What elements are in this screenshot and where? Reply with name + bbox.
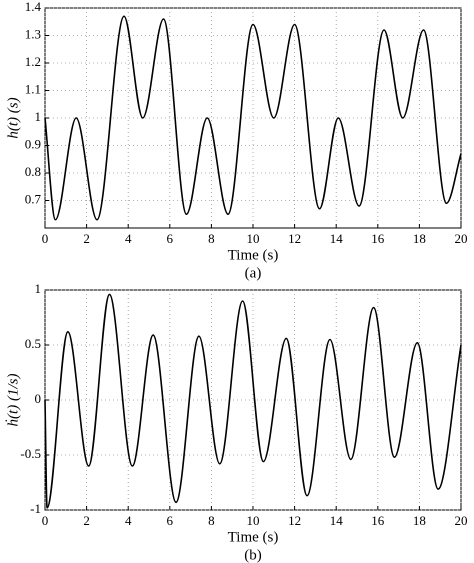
- y-tick-label: -0.5: [20, 446, 41, 461]
- x-tick-label: 4: [125, 231, 132, 246]
- y-tick-label: 1: [35, 281, 42, 296]
- y-tick-label: 1: [35, 109, 42, 124]
- x-tick-label: 20: [455, 231, 468, 246]
- x-tick-label: 18: [413, 513, 426, 528]
- data-line: [44, 293, 462, 509]
- x-tick-label: 10: [247, 231, 260, 246]
- x-axis-label: Time (s): [228, 529, 279, 545]
- x-tick-label: 20: [455, 513, 468, 528]
- x-tick-label: 0: [42, 231, 49, 246]
- x-tick-label: 16: [371, 513, 385, 528]
- caption: (b): [244, 547, 262, 563]
- x-tick-label: 8: [208, 513, 215, 528]
- x-tick-label: 2: [83, 231, 90, 246]
- x-tick-label: 8: [208, 231, 215, 246]
- y-tick-label: 0.7: [25, 191, 42, 206]
- y-tick-label: 1.2: [25, 54, 41, 69]
- x-tick-label: 14: [330, 231, 344, 246]
- y-tick-label: 0.5: [25, 336, 41, 351]
- x-tick-label: 14: [330, 513, 344, 528]
- y-tick-label: 0: [35, 391, 42, 406]
- caption: (a): [245, 265, 262, 281]
- x-tick-label: 10: [247, 513, 260, 528]
- y-tick-label: 0.8: [25, 164, 41, 179]
- y-axis-label: h(t) (s): [5, 97, 21, 138]
- y-tick-label: 1.3: [25, 26, 41, 41]
- x-tick-label: 6: [167, 231, 174, 246]
- x-tick-label: 12: [288, 513, 301, 528]
- x-tick-label: 18: [413, 231, 426, 246]
- x-tick-label: 4: [125, 513, 132, 528]
- data-line: [44, 15, 462, 221]
- x-tick-label: 6: [167, 513, 174, 528]
- y-tick-label: 1.4: [25, 0, 42, 14]
- y-tick-label: 0.9: [25, 136, 41, 151]
- x-tick-label: 12: [288, 231, 301, 246]
- x-axis-label: Time (s): [228, 247, 279, 263]
- x-tick-label: 16: [371, 231, 385, 246]
- x-tick-label: 0: [42, 513, 49, 528]
- x-tick-label: 2: [83, 513, 90, 528]
- y-axis-label: ḣ(t) (1/s): [5, 374, 21, 427]
- y-tick-label: -1: [30, 501, 41, 516]
- y-tick-label: 1.1: [25, 81, 41, 96]
